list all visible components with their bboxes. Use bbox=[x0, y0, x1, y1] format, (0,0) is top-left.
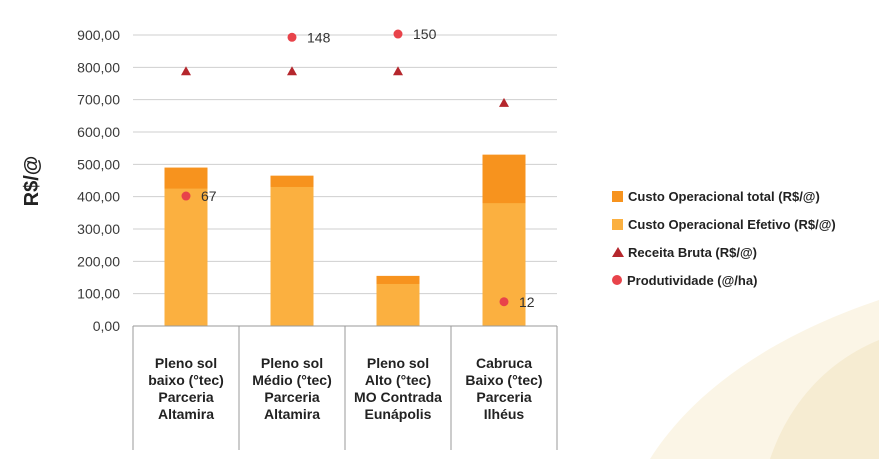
marker-produtividade bbox=[181, 191, 191, 201]
markers: 67 148 150 12 bbox=[181, 26, 535, 310]
x-tick-label: Pleno sol bbox=[261, 355, 323, 371]
marker-produtividade bbox=[393, 29, 403, 39]
background-watermark bbox=[650, 300, 879, 459]
legend-item-custo-efetivo: Custo Operacional Efetivo (R$/@) bbox=[612, 210, 836, 238]
y-tick-label: 200,00 bbox=[77, 253, 120, 269]
marker-receita-bruta bbox=[181, 66, 191, 76]
x-tick-label: Altamira bbox=[264, 406, 320, 422]
bars bbox=[164, 154, 526, 326]
y-tick-label: 600,00 bbox=[77, 124, 120, 140]
y-tick-label: 0,00 bbox=[93, 318, 120, 334]
x-tick-label: Baixo (°tec) bbox=[465, 372, 542, 388]
data-label-produtividade: 148 bbox=[307, 29, 331, 45]
x-tick-label: Pleno sol bbox=[155, 355, 217, 371]
marker-receita-bruta bbox=[287, 66, 297, 76]
x-tick-label: Cabruca bbox=[476, 355, 532, 371]
legend-swatch-custo-efetivo bbox=[612, 218, 623, 230]
y-tick-label: 800,00 bbox=[77, 59, 120, 75]
legend-item-custo-total: Custo Operacional total (R$/@) bbox=[612, 182, 836, 210]
x-tick-label: baixo (°tec) bbox=[148, 372, 224, 388]
legend-swatch-custo-total bbox=[612, 190, 623, 202]
y-tick-label: 900,00 bbox=[77, 27, 120, 43]
data-label-produtividade: 150 bbox=[413, 26, 437, 42]
marker-receita-bruta bbox=[393, 66, 403, 76]
x-tick-label: Parceria bbox=[264, 389, 319, 405]
marker-receita-bruta bbox=[499, 97, 509, 107]
legend-label-custo-efetivo: Custo Operacional Efetivo (R$/@) bbox=[628, 216, 836, 232]
x-tick-label: Parceria bbox=[476, 389, 531, 405]
legend-item-receita-bruta: Receita Bruta (R$/@) bbox=[612, 238, 836, 266]
y-axis-ticks: 0,00 100,00 200,00 300,00 400,00 500,00 600,00… bbox=[77, 27, 120, 334]
circle-icon bbox=[612, 275, 622, 285]
y-tick-label: 500,00 bbox=[77, 156, 120, 172]
legend-label-produtividade: Produtividade (@/ha) bbox=[627, 272, 758, 288]
x-tick-label: Eunápolis bbox=[365, 406, 432, 422]
x-tick-label: MO Contrada bbox=[354, 389, 442, 405]
legend-label-custo-total: Custo Operacional total (R$/@) bbox=[628, 188, 820, 204]
bar-custo-efetivo bbox=[270, 186, 314, 326]
legend-label-receita-bruta: Receita Bruta (R$/@) bbox=[628, 244, 757, 260]
x-tick-label: Médio (°tec) bbox=[252, 372, 332, 388]
x-tick-label: Ilhéus bbox=[484, 406, 525, 422]
x-tick-label: Alto (°tec) bbox=[365, 372, 431, 388]
x-tick-label: Pleno sol bbox=[367, 355, 429, 371]
triangle-icon bbox=[612, 247, 624, 257]
x-tick-label: Altamira bbox=[158, 406, 214, 422]
y-tick-label: 400,00 bbox=[77, 189, 120, 205]
y-axis-label: R$/@ bbox=[21, 156, 43, 207]
y-tick-label: 700,00 bbox=[77, 92, 120, 108]
bar-custo-efetivo bbox=[164, 188, 208, 326]
data-label-produtividade: 67 bbox=[201, 188, 217, 204]
marker-produtividade bbox=[499, 297, 509, 307]
marker-produtividade bbox=[287, 32, 297, 42]
y-tick-label: 300,00 bbox=[77, 221, 120, 237]
legend: Custo Operacional total (R$/@) Custo Ope… bbox=[612, 182, 836, 294]
x-tick-label: Parceria bbox=[158, 389, 213, 405]
bar-custo-efetivo bbox=[376, 283, 420, 326]
y-tick-label: 100,00 bbox=[77, 286, 120, 302]
legend-item-produtividade: Produtividade (@/ha) bbox=[612, 266, 836, 294]
data-label-produtividade: 12 bbox=[519, 294, 535, 310]
